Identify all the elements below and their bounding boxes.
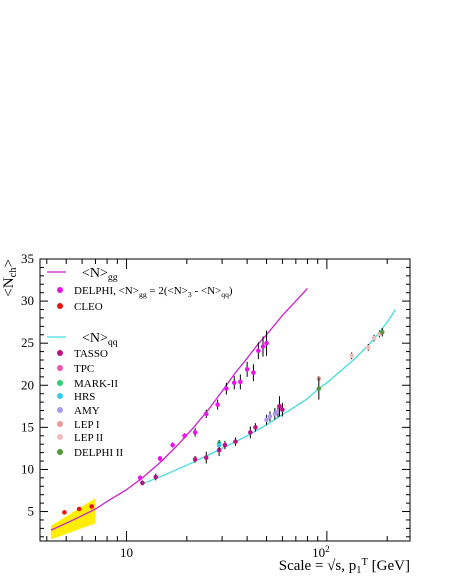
legend-marker-delphi bbox=[57, 287, 63, 293]
point-delphi bbox=[157, 456, 163, 461]
legend-marker-lepi bbox=[57, 421, 63, 427]
point-delphi bbox=[192, 430, 198, 435]
legend-label-delphiii: DELPHI II bbox=[74, 447, 124, 459]
legend-qq-head: <N>qq bbox=[82, 331, 118, 348]
point-cleo bbox=[62, 510, 67, 515]
legend-marker-tasso bbox=[57, 350, 63, 356]
curve-qq bbox=[142, 309, 397, 485]
point-delphi bbox=[260, 344, 266, 349]
point-lepii bbox=[349, 353, 354, 359]
y-tick-label: 10 bbox=[21, 461, 34, 476]
legend-label-lepii: LEP II bbox=[74, 432, 104, 444]
data-points bbox=[62, 328, 385, 515]
point-tasso bbox=[233, 439, 238, 444]
point-tasso bbox=[153, 474, 159, 480]
point-delphi bbox=[170, 442, 175, 448]
x-tick-label: 102 bbox=[312, 544, 330, 560]
legend-label-tpc: TPC bbox=[74, 363, 94, 375]
point-delphi bbox=[238, 379, 243, 385]
point-delphi bbox=[231, 380, 237, 386]
point-delphi bbox=[203, 411, 209, 417]
plot-frame bbox=[39, 258, 411, 542]
legend-marker-markii bbox=[57, 380, 63, 386]
y-tick-label: 5 bbox=[28, 504, 35, 519]
point-tasso bbox=[280, 407, 285, 412]
legend-marker-amy bbox=[57, 407, 63, 413]
legend-marker-delphiii bbox=[57, 449, 63, 455]
point-tasso bbox=[140, 480, 145, 486]
legend-label-cleo: CLEO bbox=[74, 301, 103, 313]
point-lepii bbox=[371, 335, 377, 341]
point-lepii bbox=[365, 345, 371, 350]
x-axis-label: Scale = √s, p1T [GeV] bbox=[279, 557, 410, 576]
point-amy bbox=[264, 417, 269, 423]
point-tasso bbox=[216, 447, 222, 453]
point-delphi bbox=[215, 402, 220, 407]
point-amy bbox=[267, 414, 273, 419]
fit-curves bbox=[50, 288, 397, 531]
y-tick-label: 20 bbox=[21, 377, 34, 392]
point-tasso bbox=[277, 404, 282, 409]
legend-label-markii: MARK-II bbox=[74, 378, 118, 390]
y-tick-label: 30 bbox=[21, 293, 34, 308]
y-tick-label: 35 bbox=[21, 251, 34, 266]
point-hrs bbox=[216, 442, 222, 448]
point-delphiii bbox=[316, 386, 322, 391]
point-delphi bbox=[256, 348, 261, 354]
legend-marker-tpc bbox=[57, 365, 63, 371]
point-delphi bbox=[137, 475, 143, 481]
curve-gg bbox=[50, 288, 308, 531]
band-area bbox=[51, 498, 96, 540]
point-delphi bbox=[264, 340, 269, 346]
legend-label-amy: AMY bbox=[74, 405, 100, 417]
point-delphi bbox=[244, 366, 250, 372]
legend: <N>gg <N>qq DELPHI, <N>gg = 2(<N>3 - <N>qq… bbox=[47, 266, 233, 459]
point-delphi bbox=[224, 386, 229, 391]
point-tasso bbox=[203, 455, 209, 460]
point-tasso bbox=[192, 457, 198, 462]
point-cleo bbox=[89, 504, 94, 509]
point-amy bbox=[272, 411, 278, 417]
y-tick-label: 15 bbox=[21, 419, 34, 434]
point-delphi bbox=[251, 370, 256, 375]
legend-marker-hrs bbox=[57, 393, 63, 399]
legend-gg-head: <N>gg bbox=[82, 266, 118, 283]
legend-label-hrs: HRS bbox=[74, 391, 95, 403]
point-delphi bbox=[182, 433, 187, 439]
legend-label-delphi: DELPHI, <N>gg = 2(<N>3 - <N>qq) bbox=[74, 285, 233, 299]
legend-marker-cleo bbox=[57, 303, 63, 309]
legend-label-lepi: LEP I bbox=[74, 419, 100, 431]
x-tick-label: 10 bbox=[120, 545, 133, 560]
point-tasso bbox=[253, 425, 258, 430]
legend-label-tasso: TASSO bbox=[74, 348, 108, 360]
cleo-uncertainty-band bbox=[51, 498, 96, 540]
point-tasso bbox=[248, 430, 253, 435]
legend-marker-lepii bbox=[57, 434, 63, 440]
point-delphiii bbox=[379, 329, 385, 335]
y-tick-label: 25 bbox=[21, 335, 34, 350]
y-axis-label: <Nch> bbox=[1, 259, 19, 297]
point-cleo bbox=[76, 506, 82, 512]
point-tasso bbox=[222, 442, 228, 448]
